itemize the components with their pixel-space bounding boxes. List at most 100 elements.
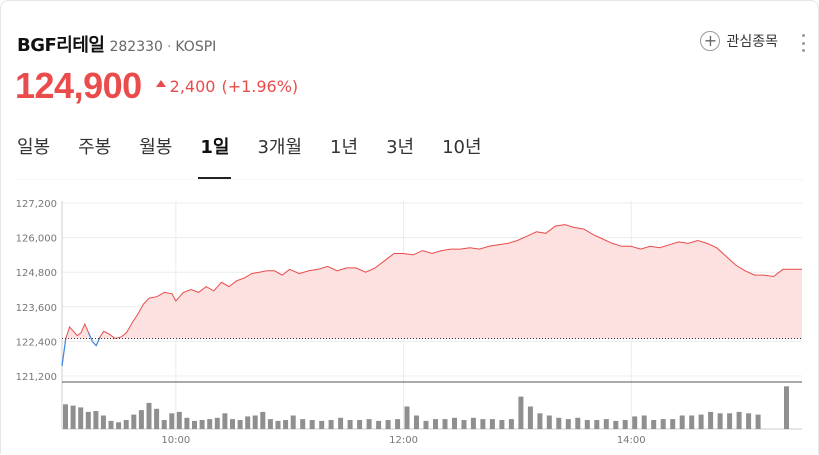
volume-bar [736,411,742,429]
volume-bar [508,419,514,429]
volume-bar [518,396,524,429]
volume-bar [537,413,543,429]
change-amount: 2,400 [169,77,216,96]
volume-bar [131,414,137,429]
volume-bar [116,422,122,430]
volume-bar [708,411,714,429]
volume-bar [385,420,391,429]
volume-bar [300,419,306,429]
intraday-price-chart[interactable]: 127,200 126,000 124,800 123,600 122,400 121,2… [1,179,819,455]
volume-bar [414,415,419,429]
volume-bar [63,404,68,430]
volume-bar [169,413,175,429]
plus-circle-icon: + [700,31,721,51]
volume-bar [338,417,344,430]
volume-bar [146,402,152,429]
price-fill-area [62,224,802,339]
volume-bar [565,419,571,429]
volume-bar [176,411,182,429]
volume-bar [222,413,228,429]
y-tick-label: 124,800 [16,268,57,279]
volume-bar [252,415,258,429]
volume-bar [123,420,129,429]
volume-bar [93,411,99,429]
volume-bar [309,420,315,429]
volume-bar [651,420,657,429]
tab-10years[interactable]: 10년 [442,137,482,158]
volume-bar [603,419,609,429]
price-line-below-close [95,336,101,346]
volume-bar [192,420,197,429]
volume-bar [78,407,84,429]
volume-bar [70,405,76,429]
y-tick-label: 122,400 [16,337,57,348]
volume-bar [499,420,505,429]
volume-bar [452,417,457,430]
volume-bar [275,420,281,429]
volume-bar [366,419,372,429]
tab-weekly[interactable]: 주봉 [78,137,112,158]
more-options-button[interactable] [800,34,806,52]
x-tick-label: 10:00 [161,435,190,446]
tab-daily[interactable]: 일봉 [17,137,51,158]
tab-3years[interactable]: 3년 [386,137,415,158]
price-line-below-close [88,332,93,342]
volume-bar [328,420,334,429]
volume-bar [214,417,220,430]
volume-bar [433,419,438,429]
volume-bar [480,419,486,429]
volume-bars [62,381,802,430]
add-to-watchlist-button[interactable]: + 관심종목 [700,31,778,51]
more-vertical-icon [801,41,805,45]
market-name: KOSPI [175,39,217,55]
volume-bar [698,414,704,429]
volume-bar [755,414,761,429]
tab-3months[interactable]: 3개월 [257,137,303,158]
volume-bar [670,419,676,429]
change-percent: (+1.96%) [221,77,299,96]
tab-monthly[interactable]: 월봉 [139,137,173,158]
x-tick-label: 14:00 [617,435,646,446]
volume-bar [154,408,160,430]
stock-header: BGF리테일 282330 · KOSPI [17,31,216,57]
volume-bar [679,415,685,429]
volume-bar [347,420,353,429]
volume-bar [461,420,467,429]
period-tabs: 일봉 주봉 월봉 1일 3개월 1년 3년 10년 [17,133,510,179]
volume-bar [85,411,91,429]
volume-bar [660,419,666,429]
watchlist-label: 관심종목 [726,34,778,50]
price-area [61,224,802,366]
volume-bar [575,417,581,430]
price-line-below-close [61,338,67,366]
volume-bar [237,420,243,429]
price-row: 124,900 2,400 (+1.96%) [15,65,298,107]
more-vertical-icon [801,34,805,37]
volume-bar [746,413,752,429]
tab-1day[interactable]: 1일 [198,133,232,179]
up-triangle-icon [155,80,166,87]
volume-bar [260,411,266,429]
volume-bar [556,417,562,430]
stock-name: BGF리테일 [17,35,105,56]
volume-bar [727,413,733,429]
tab-1year[interactable]: 1년 [330,137,359,158]
y-tick-label: 126,000 [16,234,57,245]
volume-bar [546,415,552,429]
volume-bar [184,417,190,430]
x-tick-label: 12:00 [389,435,418,446]
volume-bar [423,420,429,429]
volume-bar [594,420,600,429]
volume-bar [632,416,638,429]
stock-code: 282330 [109,39,163,55]
volume-bar [207,419,213,429]
volume-bar [689,415,695,429]
volume-bar [267,419,273,429]
volume-bar [357,420,363,429]
volume-bar [138,410,144,429]
volume-bar [290,415,296,429]
volume-bar [613,420,619,429]
volume-bar [108,420,114,429]
volume-bar [245,416,251,429]
y-tick-label: 127,200 [16,199,57,210]
